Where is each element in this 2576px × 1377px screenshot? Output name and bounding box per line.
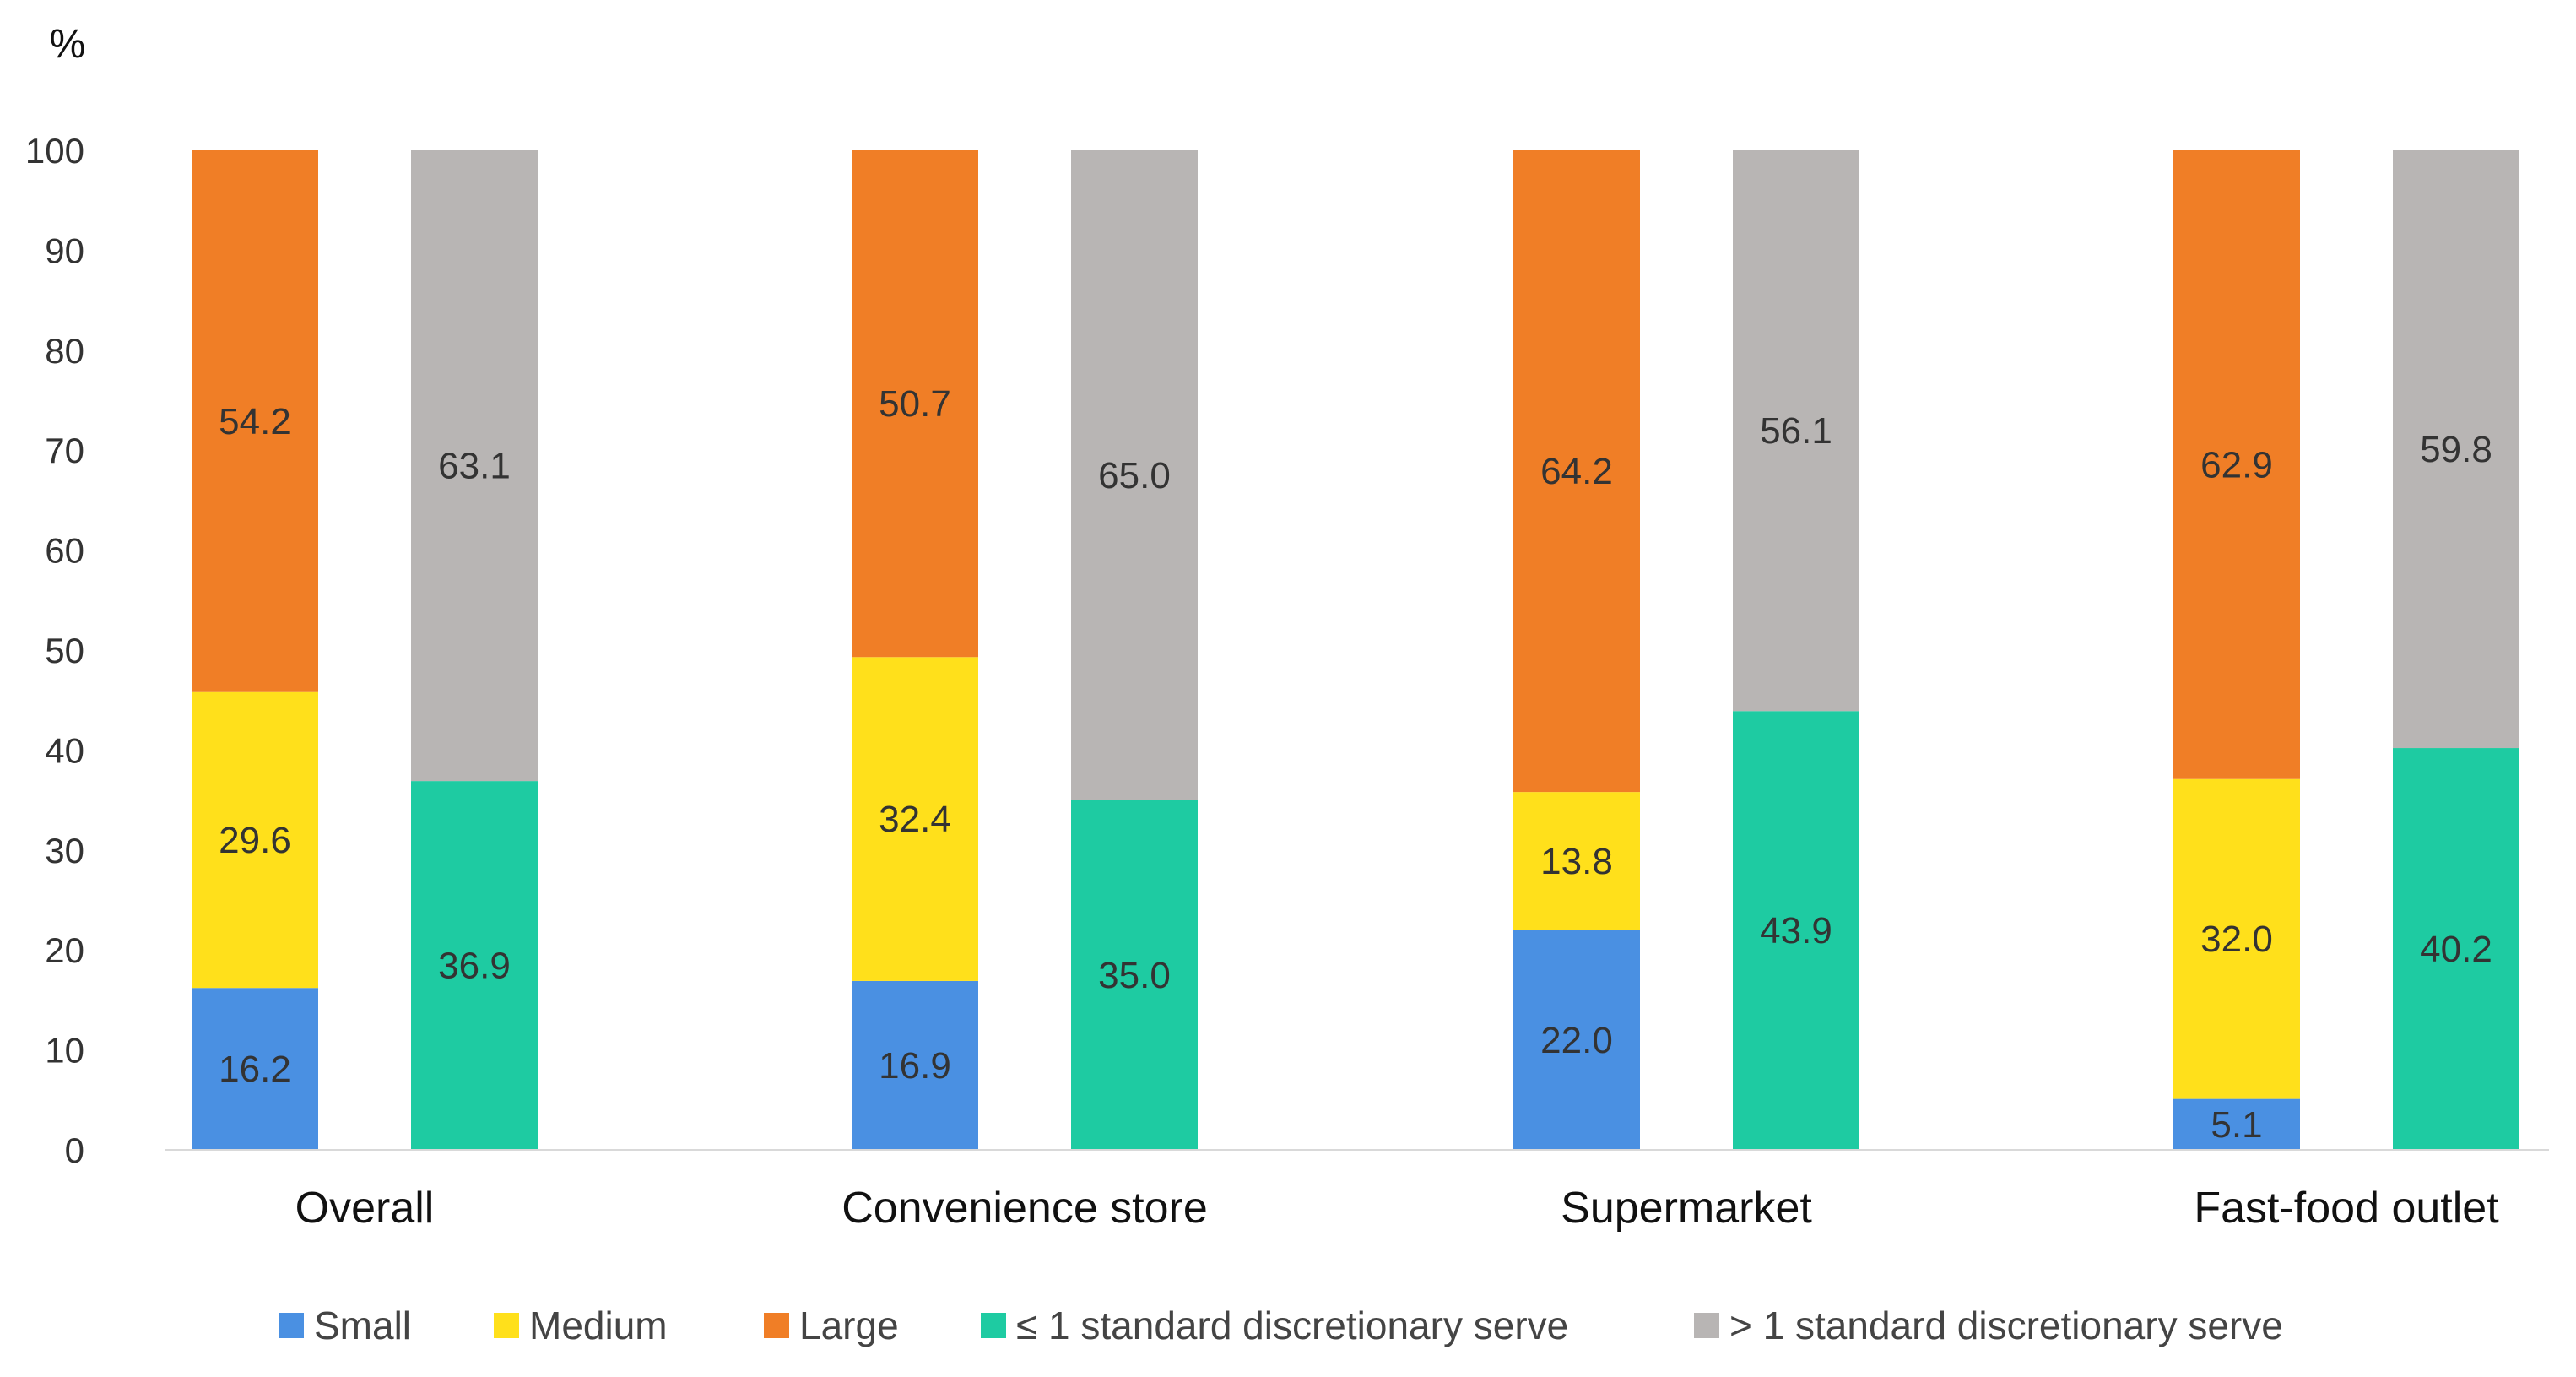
bar-segment-large [1513, 150, 1640, 793]
y-tick-label: 60 [45, 531, 84, 571]
y-axis: 0 10 20 30 40 50 60 70 80 90 100 [25, 131, 84, 1170]
data-label: 59.8 [2420, 429, 2492, 470]
data-label: 62.9 [2200, 444, 2273, 485]
bar-segment-medium [192, 691, 318, 989]
bar-segment-gt-1-standard-discretionary-serve [411, 150, 538, 782]
y-axis-unit-label: % [50, 22, 86, 67]
y-tick-label: 30 [45, 831, 84, 870]
bar-segment-small [1513, 930, 1640, 1150]
data-label: 22.0 [1540, 1020, 1613, 1061]
data-label: 40.2 [2420, 929, 2492, 970]
category-label: Fast-food outlet [2194, 1184, 2499, 1233]
bar-segment-large [852, 150, 978, 658]
bar-segment-le-1-standard-discretionary-serve [411, 781, 538, 1150]
data-label: 64.2 [1540, 451, 1613, 492]
bar-segment-gt-1-standard-discretionary-serve [1071, 150, 1198, 800]
data-label: 35.0 [1098, 955, 1171, 996]
category-label: Convenience store [842, 1184, 1208, 1233]
data-label: 16.2 [219, 1049, 291, 1090]
data-label: 32.0 [2200, 919, 2273, 960]
data-label: 16.9 [879, 1045, 951, 1087]
bar-segment-large [2173, 150, 2300, 779]
y-tick-label: 20 [45, 930, 84, 970]
y-tick-label: 80 [45, 331, 84, 371]
legend-swatch-gt-1-standard-discretionary-serve [1694, 1313, 1719, 1338]
bar-segment-small [852, 980, 978, 1150]
bar-segment-le-1-standard-discretionary-serve [1733, 711, 1859, 1150]
data-label: 54.2 [219, 401, 291, 442]
data-label: 50.7 [879, 383, 951, 425]
bar-segment-small [2173, 1098, 2300, 1150]
y-tick-label: 50 [45, 631, 84, 670]
bar-segment-medium [2173, 778, 2300, 1099]
x-axis-categories: Overall Convenience store Supermarket Fast-… [295, 1184, 2500, 1233]
legend-label: > 1 standard discretionary serve [1729, 1304, 2283, 1347]
bar-segment-small [192, 988, 318, 1150]
bar-segment-gt-1-standard-discretionary-serve [2393, 150, 2519, 749]
data-labels-layer: 16.2 29.6 54.2 36.9 63.1 16.9 32.4 50.7 35.0 65.0… [219, 383, 2492, 1146]
data-label: 5.1 [2211, 1104, 2262, 1146]
data-label: 32.4 [879, 799, 951, 840]
legend-label: ≤ 1 standard discretionary serve [1016, 1304, 1568, 1347]
y-tick-label: 0 [65, 1130, 84, 1170]
y-tick-label: 10 [45, 1031, 84, 1071]
bar-segment-medium [1513, 792, 1640, 930]
legend-swatch-medium [494, 1313, 519, 1338]
y-tick-label: 70 [45, 431, 84, 470]
category-label: Overall [295, 1184, 435, 1233]
category-label: Supermarket [1561, 1184, 1812, 1233]
data-label: 43.9 [1760, 910, 1832, 951]
bar-segment-gt-1-standard-discretionary-serve [1733, 150, 1859, 712]
bar-segment-le-1-standard-discretionary-serve [1071, 800, 1198, 1150]
data-label: 63.1 [438, 446, 511, 487]
bar-segment-medium [852, 657, 978, 981]
bars-layer [192, 150, 2519, 1150]
legend: Small Medium Large ≤ 1 standard discretiona… [279, 1304, 2283, 1347]
data-label: 13.8 [1540, 841, 1613, 882]
legend-label: Large [799, 1304, 899, 1347]
y-tick-label: 40 [45, 730, 84, 770]
bar-segment-large [192, 150, 318, 692]
data-label: 65.0 [1098, 455, 1171, 496]
bar-segment-le-1-standard-discretionary-serve [2393, 748, 2519, 1150]
legend-label: Medium [529, 1304, 668, 1347]
legend-swatch-large [764, 1313, 789, 1338]
data-label: 36.9 [438, 946, 511, 987]
data-label: 29.6 [219, 820, 291, 861]
y-tick-label: 90 [45, 230, 84, 270]
y-tick-label: 100 [25, 131, 84, 171]
data-label: 56.1 [1760, 410, 1832, 452]
legend-swatch-le-1-standard-discretionary-serve [981, 1313, 1006, 1338]
legend-label: Small [314, 1304, 411, 1347]
legend-swatch-small [279, 1313, 304, 1338]
